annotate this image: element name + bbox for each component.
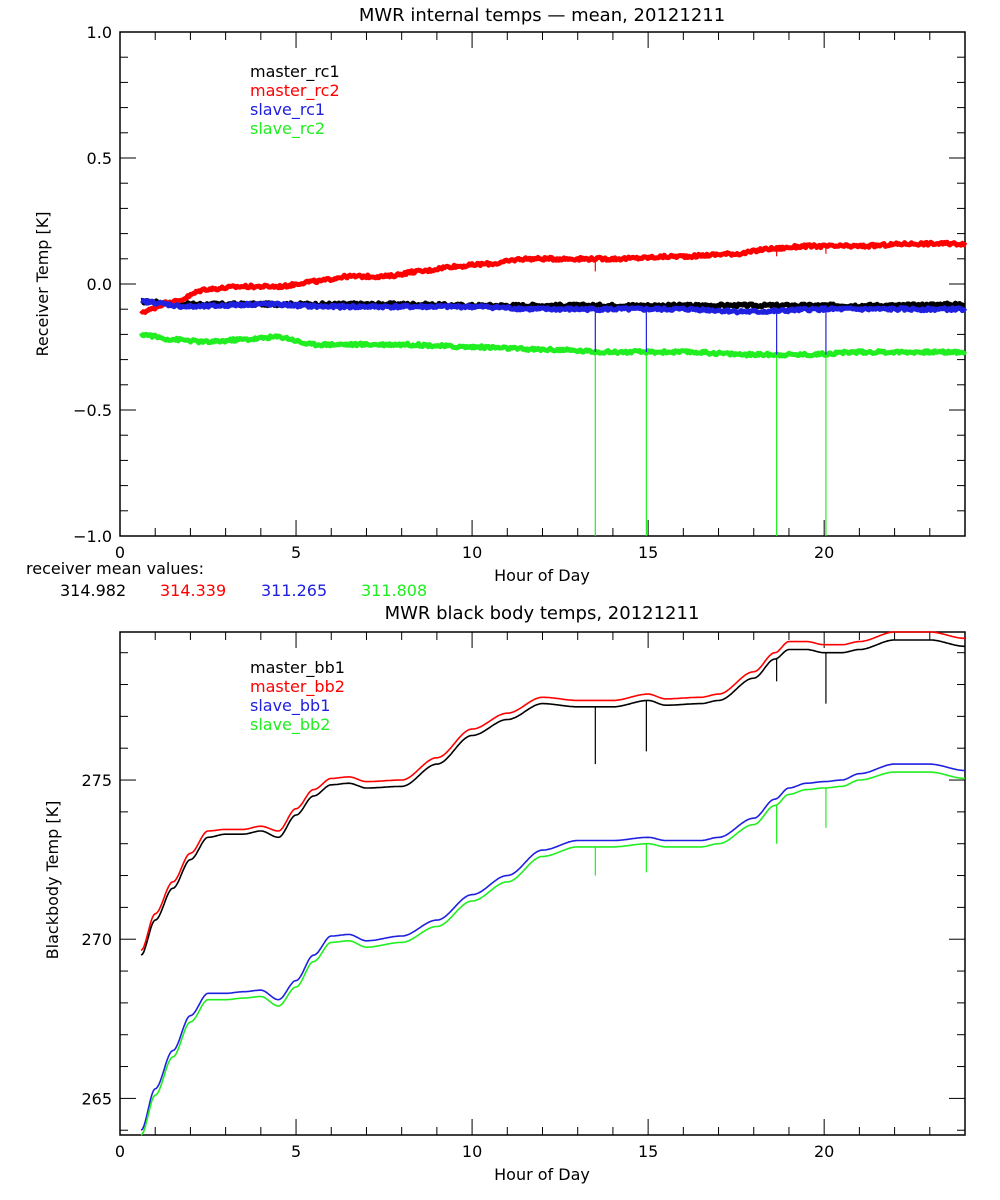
receiver-mean-label: receiver mean values: [26,559,204,578]
receiver-series [138,239,968,536]
receiver-mean-value: 311.265 [261,581,327,600]
receiver-mean-value: 314.982 [60,581,126,600]
blackbody-plot-frame [119,631,966,1136]
legend-entry-master-bb1: master_bb1 [250,658,345,678]
blackbody-y-axis-label: Blackbody Temp [K] [43,801,62,960]
y-tick-label: −0.5 [73,401,112,420]
legend-entry-master-bb2: master_bb2 [250,677,345,697]
y-tick-label: 265 [81,1089,112,1108]
legend-entry-slave-bb1: slave_bb1 [250,696,330,716]
blackbody-temp-chart: MWR black body temps, 20121211 0 5 10 15 20 2… [43,603,966,1184]
x-tick-label: 10 [462,543,482,562]
y-tick-label: 275 [81,771,112,790]
x-tick-label: 20 [814,1142,834,1161]
receiver-mean-value: 311.808 [361,581,427,600]
legend-entry-slave-rc1: slave_rc1 [250,100,325,120]
legend-entry-master-rc1: master_rc1 [250,62,340,82]
x-tick-label: 5 [291,543,301,562]
series-line-slave-bb1 [140,763,965,1131]
series-line-master-bb2 [140,631,966,952]
receiver-x-axis-label: Hour of Day [494,566,590,585]
receiver-mean-values: 314.982 314.339 311.265 311.808 [60,581,427,600]
y-tick-label: 1.0 [87,23,112,42]
x-tick-label: 15 [638,1142,658,1161]
blackbody-chart-title: MWR black body temps, 20121211 [385,603,700,624]
y-tick-label: 0.0 [87,275,112,294]
legend-entry-slave-bb2: slave_bb2 [250,715,330,735]
x-tick-label: 20 [814,543,834,562]
receiver-axis-ticks: 0 5 10 15 20 −1.0 −0.5 0.0 0.5 1.0 [73,23,966,562]
x-tick-label: 15 [638,543,658,562]
blackbody-series [140,631,966,1136]
y-tick-label: 0.5 [87,149,112,168]
series-line-slave-rc2 [138,331,968,359]
receiver-temp-chart: MWR internal temps — mean, 20121211 0 5 10… [26,5,968,600]
blackbody-axis-ticks: 0 5 10 15 20 265 270 275 [81,632,966,1161]
series-line-master-rc2 [139,239,968,315]
receiver-y-axis-label: Receiver Temp [K] [33,211,52,356]
legend-entry-master-rc2: master_rc2 [250,81,340,101]
y-tick-label: −1.0 [73,527,112,546]
x-tick-label: 0 [115,1142,125,1161]
x-tick-label: 10 [462,1142,482,1161]
x-tick-label: 0 [115,543,125,562]
receiver-chart-title: MWR internal temps — mean, 20121211 [359,5,725,26]
series-line-master-bb1 [140,639,965,956]
series-line-slave-rc1 [140,297,968,316]
blackbody-x-axis-label: Hour of Day [494,1165,590,1184]
legend-entry-slave-rc2: slave_rc2 [250,119,325,139]
x-tick-label: 5 [291,1142,301,1161]
y-tick-label: 270 [81,930,112,949]
series-line-slave-bb2 [140,771,965,1136]
receiver-mean-value: 314.339 [160,581,226,600]
